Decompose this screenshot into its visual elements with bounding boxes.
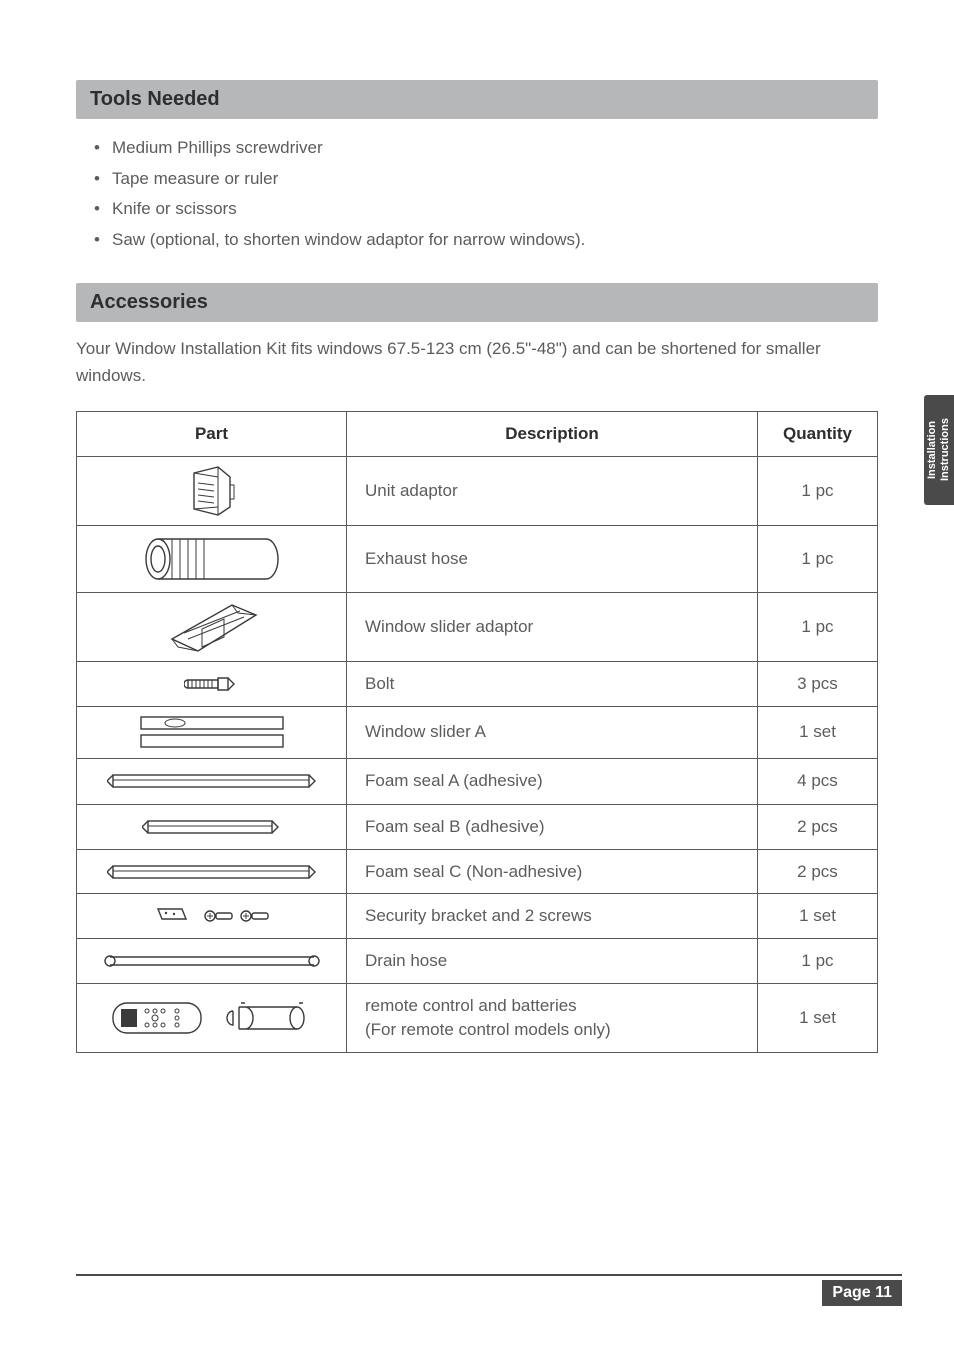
description-cell: Foam seal C (Non-adhesive): [347, 849, 758, 894]
tools-list: Medium Phillips screwdriver Tape measure…: [76, 133, 878, 255]
tools-heading: Tools Needed: [76, 80, 878, 119]
table-row: Drain hose1 pc: [77, 939, 878, 984]
table-row: Window slider A1 set: [77, 706, 878, 758]
description-cell: Foam seal A (adhesive): [347, 758, 758, 804]
table-row: Foam seal B (adhesive)2 pcs: [77, 804, 878, 849]
description-cell: Exhaust hose: [347, 526, 758, 593]
quantity-cell: 1 pc: [758, 526, 878, 593]
quantity-cell: 1 pc: [758, 457, 878, 526]
accessories-heading: Accessories: [76, 283, 878, 322]
slider-adaptor-icon: [77, 593, 347, 662]
description-cell: Bolt: [347, 662, 758, 707]
remote-icon: [77, 984, 347, 1053]
page-number: Page 11: [822, 1280, 902, 1306]
parts-table: Part Description Quantity Unit adaptor1 …: [76, 411, 878, 1053]
tool-item: Knife or scissors: [94, 194, 878, 225]
tool-item: Saw (optional, to shorten window adaptor…: [94, 225, 878, 256]
quantity-cell: 1 set: [758, 894, 878, 939]
table-row: Security bracket and 2 screws1 set: [77, 894, 878, 939]
quantity-cell: 2 pcs: [758, 804, 878, 849]
table-row: Exhaust hose1 pc: [77, 526, 878, 593]
quantity-cell: 1 set: [758, 706, 878, 758]
quantity-cell: 1 pc: [758, 593, 878, 662]
table-row: Foam seal C (Non-adhesive)2 pcs: [77, 849, 878, 894]
description-cell: Unit adaptor: [347, 457, 758, 526]
accessories-intro: Your Window Installation Kit fits window…: [76, 336, 878, 389]
description-cell: Window slider adaptor: [347, 593, 758, 662]
tool-item: Tape measure or ruler: [94, 164, 878, 195]
security-icon: [77, 894, 347, 939]
col-part: Part: [77, 412, 347, 457]
table-row: Bolt3 pcs: [77, 662, 878, 707]
description-cell: Foam seal B (adhesive): [347, 804, 758, 849]
table-row: remote control and batteries (For remote…: [77, 984, 878, 1053]
foam-b-icon: [77, 804, 347, 849]
slider-a-icon: [77, 706, 347, 758]
description-cell: remote control and batteries (For remote…: [347, 984, 758, 1053]
table-row: Unit adaptor1 pc: [77, 457, 878, 526]
quantity-cell: 4 pcs: [758, 758, 878, 804]
unit-adaptor-icon: [77, 457, 347, 526]
quantity-cell: 1 pc: [758, 939, 878, 984]
footer-rule: [76, 1274, 902, 1276]
foam-c-icon: [77, 849, 347, 894]
description-cell: Window slider A: [347, 706, 758, 758]
table-row: Window slider adaptor1 pc: [77, 593, 878, 662]
tool-item: Medium Phillips screwdriver: [94, 133, 878, 164]
foam-a-icon: [77, 758, 347, 804]
quantity-cell: 3 pcs: [758, 662, 878, 707]
description-cell: Security bracket and 2 screws: [347, 894, 758, 939]
quantity-cell: 2 pcs: [758, 849, 878, 894]
exhaust-hose-icon: [77, 526, 347, 593]
description-cell: Drain hose: [347, 939, 758, 984]
side-tab-installation: Installation Instructions: [924, 395, 954, 505]
drain-hose-icon: [77, 939, 347, 984]
quantity-cell: 1 set: [758, 984, 878, 1053]
col-description: Description: [347, 412, 758, 457]
table-row: Foam seal A (adhesive)4 pcs: [77, 758, 878, 804]
col-quantity: Quantity: [758, 412, 878, 457]
bolt-icon: [77, 662, 347, 707]
